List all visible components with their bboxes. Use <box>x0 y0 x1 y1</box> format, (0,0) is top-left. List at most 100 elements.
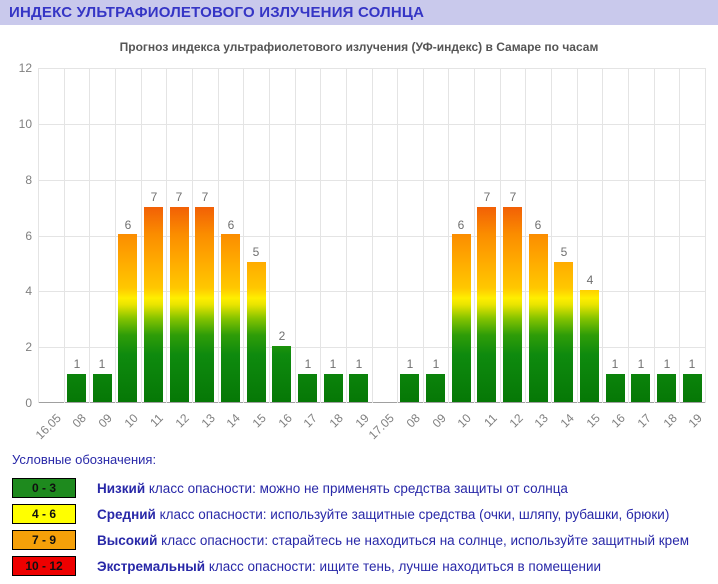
legend-row: 7 - 9 Высокий класс опасности: старайтесь… <box>12 530 712 550</box>
legend-row: 10 - 12 Экстремальный класс опасности: ищ… <box>12 556 712 576</box>
gridline-vertical <box>679 68 680 403</box>
bar-value-label: 1 <box>432 357 440 371</box>
legend-color-swatch: 10 - 12 <box>12 556 76 576</box>
bar-value-label: 6 <box>534 218 542 232</box>
page-title: ИНДЕКС УЛЬТРАФИОЛЕТОВОГО ИЗЛУЧЕНИЯ СОЛНЦ… <box>0 0 718 25</box>
bar-value-label: 1 <box>73 357 81 371</box>
legend-danger-class-term: Высокий <box>97 532 158 548</box>
uv-index-bar <box>477 207 496 402</box>
uv-index-bar <box>452 234 471 402</box>
gridline-horizontal <box>38 236 705 237</box>
uv-index-bar <box>580 290 599 402</box>
uv-index-bar <box>349 374 368 402</box>
gridline-vertical <box>295 68 296 403</box>
bar-value-label: 1 <box>688 357 696 371</box>
gridline-vertical <box>654 68 655 403</box>
uv-index-bar <box>170 207 189 402</box>
gridline-vertical <box>192 68 193 403</box>
gridline-vertical <box>448 68 449 403</box>
gridline-vertical <box>64 68 65 403</box>
bar-value-label: 4 <box>586 273 594 287</box>
gridline-vertical <box>346 68 347 403</box>
bar-value-label: 2 <box>278 329 286 343</box>
uv-index-bar <box>93 374 112 402</box>
legend-description: Экстремальный класс опасности: ищите тен… <box>97 559 601 574</box>
legend-description: Низкий класс опасности: можно не применя… <box>97 481 568 496</box>
uv-index-bar <box>400 374 419 402</box>
chart-title: Прогноз индекса ультрафиолетового излуче… <box>119 40 599 54</box>
bar-value-label: 6 <box>457 218 465 232</box>
bar-value-label: 1 <box>355 357 363 371</box>
legend-row: 0 - 3 Низкий класс опасности: можно не пр… <box>12 478 712 498</box>
gridline-vertical <box>397 68 398 403</box>
uv-index-bar <box>144 207 163 402</box>
gridline-vertical <box>474 68 475 403</box>
uv-index-bar <box>298 374 317 402</box>
uv-index-bar <box>247 262 266 402</box>
bar-value-label: 7 <box>175 190 183 204</box>
gridline-vertical <box>320 68 321 403</box>
bar-value-label: 7 <box>201 190 209 204</box>
gridline-vertical <box>115 68 116 403</box>
bar-value-label: 1 <box>611 357 619 371</box>
legend-danger-class-term: Средний <box>97 506 156 522</box>
uv-index-bar <box>118 234 137 402</box>
uv-index-bar <box>503 207 522 402</box>
uv-index-bar <box>272 346 291 402</box>
gridline-horizontal <box>38 347 705 348</box>
gridline-vertical <box>166 68 167 403</box>
y-axis-tick-label: 8 <box>25 173 32 187</box>
gridline-vertical <box>577 68 578 403</box>
uv-index-bar <box>606 374 625 402</box>
bar-value-label: 6 <box>124 218 132 232</box>
gridline-vertical <box>38 68 39 403</box>
bar-value-label: 6 <box>227 218 235 232</box>
bar-value-label: 7 <box>150 190 158 204</box>
gridline-vertical <box>500 68 501 403</box>
legend-rows: 0 - 3 Низкий класс опасности: можно не пр… <box>12 478 712 576</box>
gridline-horizontal <box>38 180 705 181</box>
y-axis-tick-label: 4 <box>25 284 32 298</box>
y-axis-tick-label: 6 <box>25 229 32 243</box>
uv-index-bar <box>631 374 650 402</box>
legend-color-swatch: 7 - 9 <box>12 530 76 550</box>
uv-index-bar <box>67 374 86 402</box>
gridline-vertical <box>243 68 244 403</box>
y-axis-tick-label: 10 <box>18 117 32 131</box>
legend-danger-class-text: класс опасности: ищите тень, лучше наход… <box>205 558 602 574</box>
legend-heading: Условные обозначения: <box>12 452 157 467</box>
uv-index-bar <box>426 374 445 402</box>
gridline-vertical <box>269 68 270 403</box>
gridline-vertical <box>525 68 526 403</box>
bar-value-label: 1 <box>637 357 645 371</box>
bar-value-label: 5 <box>560 245 568 259</box>
bar-value-label: 1 <box>663 357 671 371</box>
gridline-vertical <box>628 68 629 403</box>
legend: Условные обозначения: 0 - 3 Низкий класс … <box>12 452 712 582</box>
gridline-vertical <box>705 68 706 403</box>
y-axis-tick-label: 2 <box>25 340 32 354</box>
uv-index-bar <box>529 234 548 402</box>
gridline-vertical <box>89 68 90 403</box>
bar-value-label: 1 <box>304 357 312 371</box>
y-axis-tick-label: 12 <box>18 61 32 75</box>
legend-danger-class-term: Экстремальный <box>97 558 206 574</box>
bar-value-label: 1 <box>406 357 414 371</box>
y-axis-tick-label: 0 <box>25 396 32 410</box>
uv-index-bar <box>683 374 702 402</box>
gridline-vertical <box>551 68 552 403</box>
uv-index-bar <box>657 374 676 402</box>
uv-index-bar <box>554 262 573 402</box>
uv-index-bar <box>221 234 240 402</box>
bar-value-label: 7 <box>509 190 517 204</box>
gridline-horizontal <box>38 291 705 292</box>
bar-value-label: 1 <box>329 357 337 371</box>
legend-description: Высокий класс опасности: старайтесь не н… <box>97 533 689 548</box>
plot-area: 0 2 4 6 8 10 12 1 1 6 7 7 7 6 5 2 1 1 1 1 1 6 7 7 6 5 4 1 1 1 1 16.05 08… <box>19 61 706 442</box>
gridline-vertical <box>423 68 424 403</box>
gridline-vertical <box>141 68 142 403</box>
bar-value-label: 1 <box>98 357 106 371</box>
uv-index-bar <box>195 207 214 402</box>
legend-description: Средний класс опасности: используйте защ… <box>97 507 669 522</box>
